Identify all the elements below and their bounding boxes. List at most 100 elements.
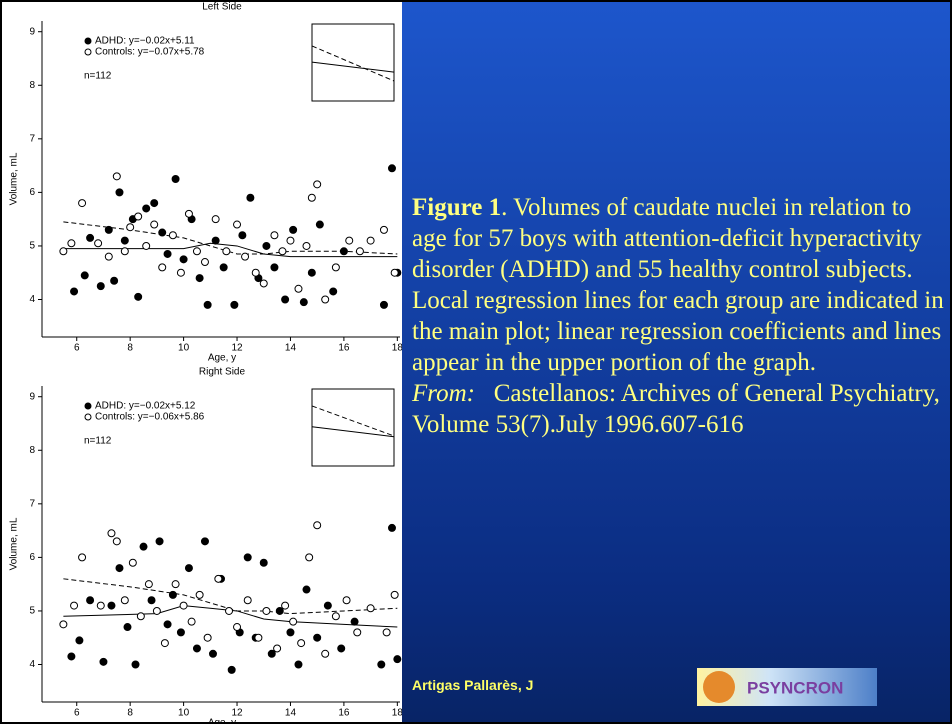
data-point — [243, 553, 252, 562]
data-point — [203, 300, 212, 309]
data-point — [241, 252, 250, 261]
data-point — [139, 542, 148, 551]
data-point — [168, 231, 177, 240]
data-point — [390, 268, 399, 277]
data-point — [67, 239, 76, 248]
data-point — [273, 644, 282, 653]
data-point — [289, 225, 298, 234]
data-point — [67, 652, 76, 661]
data-point — [379, 225, 388, 234]
logo-text: PSYNCRON — [747, 678, 843, 697]
data-point — [78, 199, 87, 208]
data-point — [104, 225, 113, 234]
data-point — [94, 239, 103, 248]
data-point — [251, 268, 260, 277]
data-point — [70, 601, 79, 610]
data-point — [126, 223, 135, 232]
data-point — [59, 620, 68, 629]
data-point — [59, 247, 68, 256]
data-point — [302, 585, 311, 594]
legend-label: ADHD: y=−0.02x+5.11 — [95, 36, 195, 47]
data-point — [184, 564, 193, 573]
data-point — [176, 268, 185, 277]
data-point — [107, 601, 116, 610]
data-point — [142, 204, 151, 213]
inset-line — [311, 61, 395, 73]
data-point — [208, 649, 217, 658]
y-tick-label: 7 — [29, 133, 35, 144]
annotation: n=112 — [84, 71, 112, 82]
data-point — [75, 636, 84, 645]
data-point — [289, 617, 298, 626]
data-point — [211, 215, 220, 224]
inset-line — [311, 426, 395, 438]
data-point — [233, 220, 242, 229]
y-tick-label: 9 — [29, 26, 35, 37]
data-point — [377, 660, 386, 669]
data-point — [299, 298, 308, 307]
data-point — [203, 633, 212, 642]
data-point — [176, 628, 185, 637]
y-tick-label: 5 — [29, 241, 35, 252]
data-point — [294, 660, 303, 669]
data-point — [238, 231, 247, 240]
data-point — [115, 564, 124, 573]
data-point — [99, 657, 108, 666]
y-tick-label: 5 — [29, 606, 35, 617]
data-point — [315, 220, 324, 229]
data-point — [313, 521, 322, 530]
inset-frame — [311, 23, 395, 102]
data-point — [243, 596, 252, 605]
data-point — [96, 601, 105, 610]
data-point — [342, 596, 351, 605]
x-tick-label: 8 — [127, 343, 133, 354]
data-point — [331, 612, 340, 621]
caption-label: Figure 1 — [412, 194, 502, 221]
data-point — [160, 639, 169, 648]
data-point — [110, 276, 119, 285]
regression-line — [63, 242, 398, 258]
data-point — [281, 601, 290, 610]
legend-label: Controls: y=−0.06x+5.86 — [95, 412, 205, 423]
x-tick-label: 12 — [231, 708, 243, 719]
data-point — [120, 596, 129, 605]
data-point — [195, 590, 204, 599]
data-point — [123, 623, 132, 632]
source-label: From: — [412, 380, 475, 407]
annotation: n=112 — [84, 436, 112, 447]
y-tick-label: 6 — [29, 552, 35, 563]
x-tick-label: 16 — [338, 708, 350, 719]
x-tick-label: 18 — [392, 708, 402, 719]
y-tick-label: 7 — [29, 498, 35, 509]
data-point — [259, 279, 268, 288]
x-tick-label: 10 — [178, 343, 190, 354]
x-tick-label: 14 — [285, 343, 297, 354]
data-point — [187, 617, 196, 626]
data-point — [353, 628, 362, 637]
data-point — [313, 633, 322, 642]
data-point — [158, 263, 167, 272]
inset-line — [311, 45, 395, 82]
data-point — [281, 295, 290, 304]
inset-frame — [311, 388, 395, 467]
chart-title: Left Side — [202, 2, 242, 13]
legend-marker — [84, 402, 92, 410]
data-point — [134, 212, 143, 221]
x-tick-label: 6 — [74, 708, 80, 719]
data-point — [112, 537, 121, 546]
data-point — [171, 580, 180, 589]
x-tick-label: 12 — [231, 343, 243, 354]
data-point — [96, 282, 105, 291]
data-point — [321, 649, 330, 658]
data-point — [200, 258, 209, 267]
x-tick-label: 18 — [392, 343, 402, 354]
data-point — [155, 537, 164, 546]
data-point — [329, 287, 338, 296]
data-point — [86, 233, 95, 242]
data-point — [246, 193, 255, 202]
data-point — [323, 601, 332, 610]
data-point — [302, 241, 311, 250]
data-point — [393, 655, 402, 664]
data-point — [227, 665, 236, 674]
